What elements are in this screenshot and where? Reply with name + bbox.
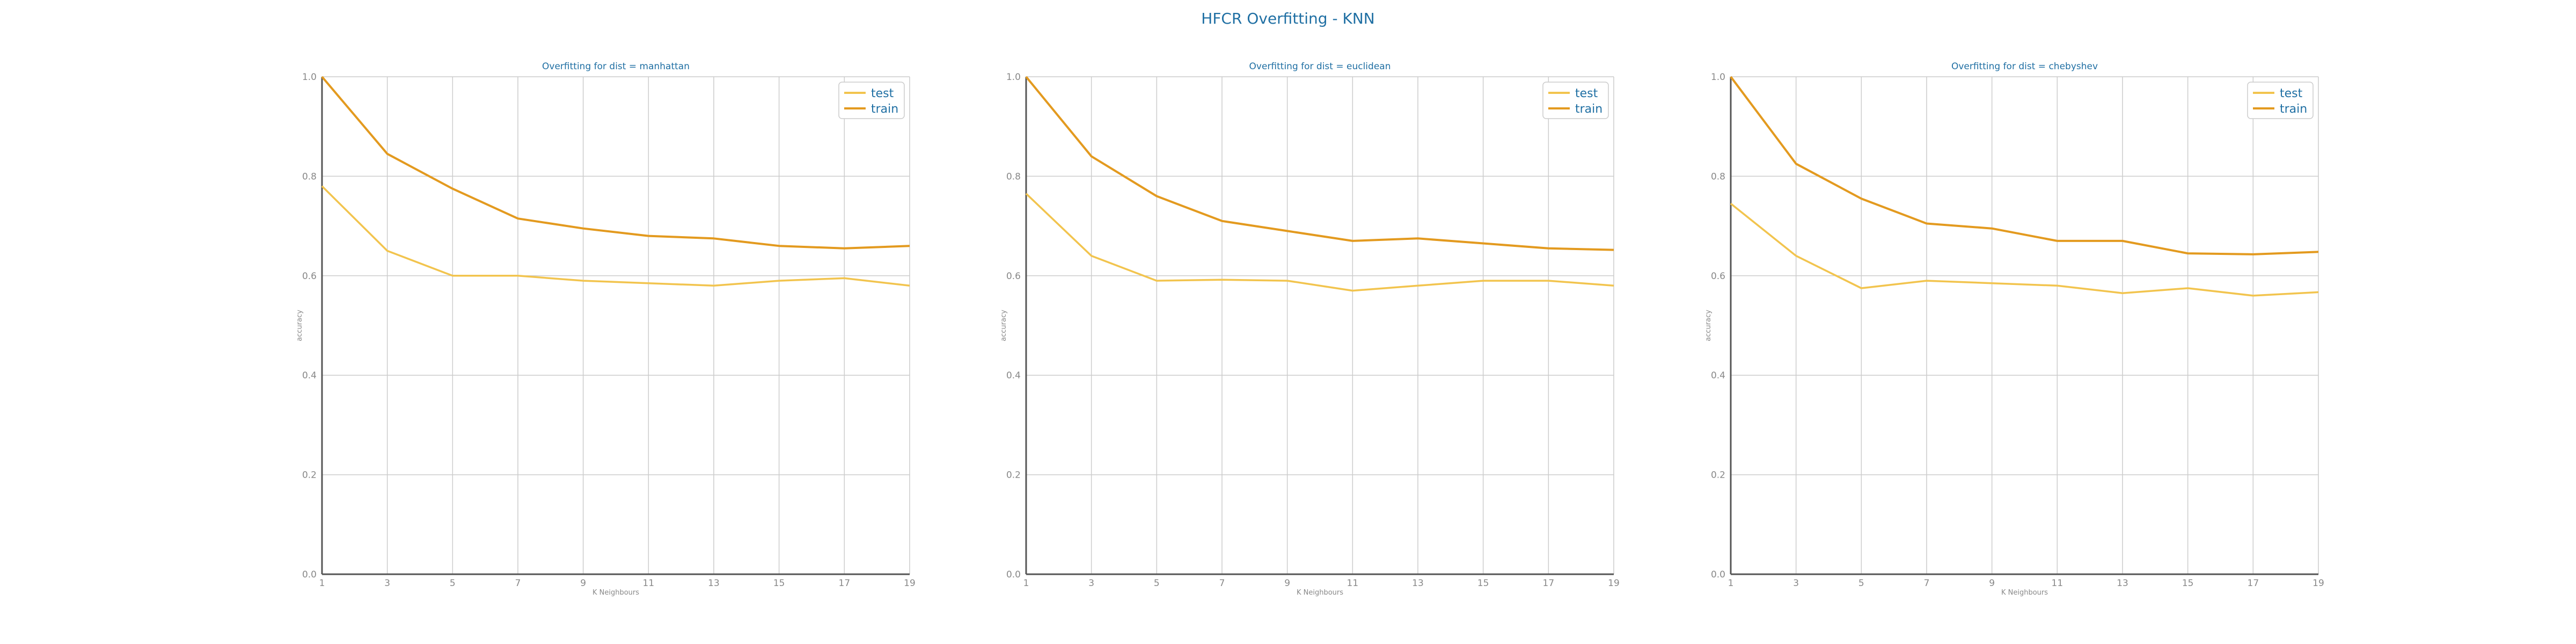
legend-label-test: test <box>871 87 894 100</box>
x-tick-label: 1 <box>319 578 325 589</box>
x-tick-label: 13 <box>2117 578 2128 589</box>
x-tick-label: 5 <box>1154 578 1160 589</box>
figure-title: HFCR Overfitting - KNN <box>1201 10 1375 27</box>
series-line-train <box>1025 76 1614 251</box>
x-tick-label: 9 <box>1284 578 1290 589</box>
chart-panel-2: Overfitting for dist = euclidean 0.0 0.2 0.… <box>1000 61 1620 597</box>
x-tick-label: 7 <box>1924 578 1930 589</box>
chart-title: Overfitting for dist = euclidean <box>1249 61 1391 72</box>
y-tick-label: 0.2 <box>1711 470 1725 481</box>
x-tick-label: 15 <box>1477 578 1489 589</box>
y-axis-label: accuracy <box>1000 310 1008 341</box>
x-tick-label: 17 <box>2248 578 2259 589</box>
x-tick-label: 3 <box>384 578 390 589</box>
y-tick-label: 0.4 <box>1711 370 1725 381</box>
chart-title: Overfitting for dist = manhattan <box>542 61 690 72</box>
chart-title: Overfitting for dist = chebyshev <box>1951 61 2098 72</box>
series-line-train <box>321 76 910 250</box>
y-tick-label: 0.0 <box>1711 569 1725 580</box>
x-axis-label: K Neighbours <box>2001 589 2048 597</box>
y-tick-label: 0.6 <box>1006 271 1021 282</box>
legend-label-train: train <box>2280 103 2307 116</box>
y-tick-label: 0.2 <box>1006 470 1021 481</box>
y-axis-label: accuracy <box>296 310 304 341</box>
y-tick-label: 0.2 <box>302 470 317 481</box>
x-tick-label: 7 <box>515 578 521 589</box>
series-line-test <box>321 185 910 287</box>
x-tick-label: 1 <box>1023 578 1029 589</box>
x-tick-label: 7 <box>1219 578 1225 589</box>
x-tick-label: 13 <box>708 578 720 589</box>
x-tick-label: 17 <box>1543 578 1555 589</box>
x-tick-label: 11 <box>2052 578 2063 589</box>
x-tick-label: 13 <box>1412 578 1424 589</box>
y-tick-label: 0.8 <box>1711 171 1725 182</box>
series-line-train <box>1730 76 2319 255</box>
x-tick-label: 5 <box>450 578 456 589</box>
y-tick-label: 0.8 <box>1006 171 1021 182</box>
x-tick-label: 3 <box>1793 578 1799 589</box>
x-axis-label: K Neighbours <box>592 589 639 597</box>
y-tick-label: 0.6 <box>302 271 317 282</box>
y-tick-label: 0.8 <box>302 171 317 182</box>
x-tick-label: 9 <box>1989 578 1995 589</box>
y-tick-label: 0.0 <box>302 569 317 580</box>
series-line-test <box>1025 193 1614 292</box>
x-tick-label: 11 <box>1347 578 1359 589</box>
x-tick-label: 17 <box>839 578 851 589</box>
x-tick-label: 15 <box>2182 578 2194 589</box>
legend-label-test: test <box>1575 87 1598 100</box>
chart-panel-1: Overfitting for dist = manhattan 0.0 0.2 0.… <box>296 61 916 597</box>
y-axis-label: accuracy <box>1704 310 1713 341</box>
x-tick-label: 15 <box>773 578 785 589</box>
legend-label-train: train <box>1575 103 1602 116</box>
legend-label-test: test <box>2280 87 2303 100</box>
x-tick-label: 19 <box>1608 578 1620 589</box>
x-axis-label: K Neighbours <box>1297 589 1343 597</box>
x-tick-label: 9 <box>580 578 586 589</box>
y-tick-label: 0.4 <box>1006 370 1021 381</box>
x-tick-label: 3 <box>1088 578 1094 589</box>
y-tick-label: 0.0 <box>1006 569 1021 580</box>
series-line-test <box>1730 203 2319 297</box>
x-tick-label: 19 <box>904 578 916 589</box>
y-tick-label: 1.0 <box>1711 72 1725 83</box>
y-tick-label: 0.4 <box>302 370 317 381</box>
x-tick-label: 1 <box>1728 578 1734 589</box>
y-tick-label: 1.0 <box>302 72 317 83</box>
chart-panel-3: Overfitting for dist = chebyshev 0.0 0.2 0.… <box>1704 61 2324 597</box>
y-tick-label: 1.0 <box>1006 72 1021 83</box>
x-tick-label: 11 <box>643 578 655 589</box>
y-tick-label: 0.6 <box>1711 271 1725 282</box>
x-tick-label: 19 <box>2312 578 2324 589</box>
legend-label-train: train <box>871 103 898 116</box>
x-tick-label: 5 <box>1858 578 1864 589</box>
